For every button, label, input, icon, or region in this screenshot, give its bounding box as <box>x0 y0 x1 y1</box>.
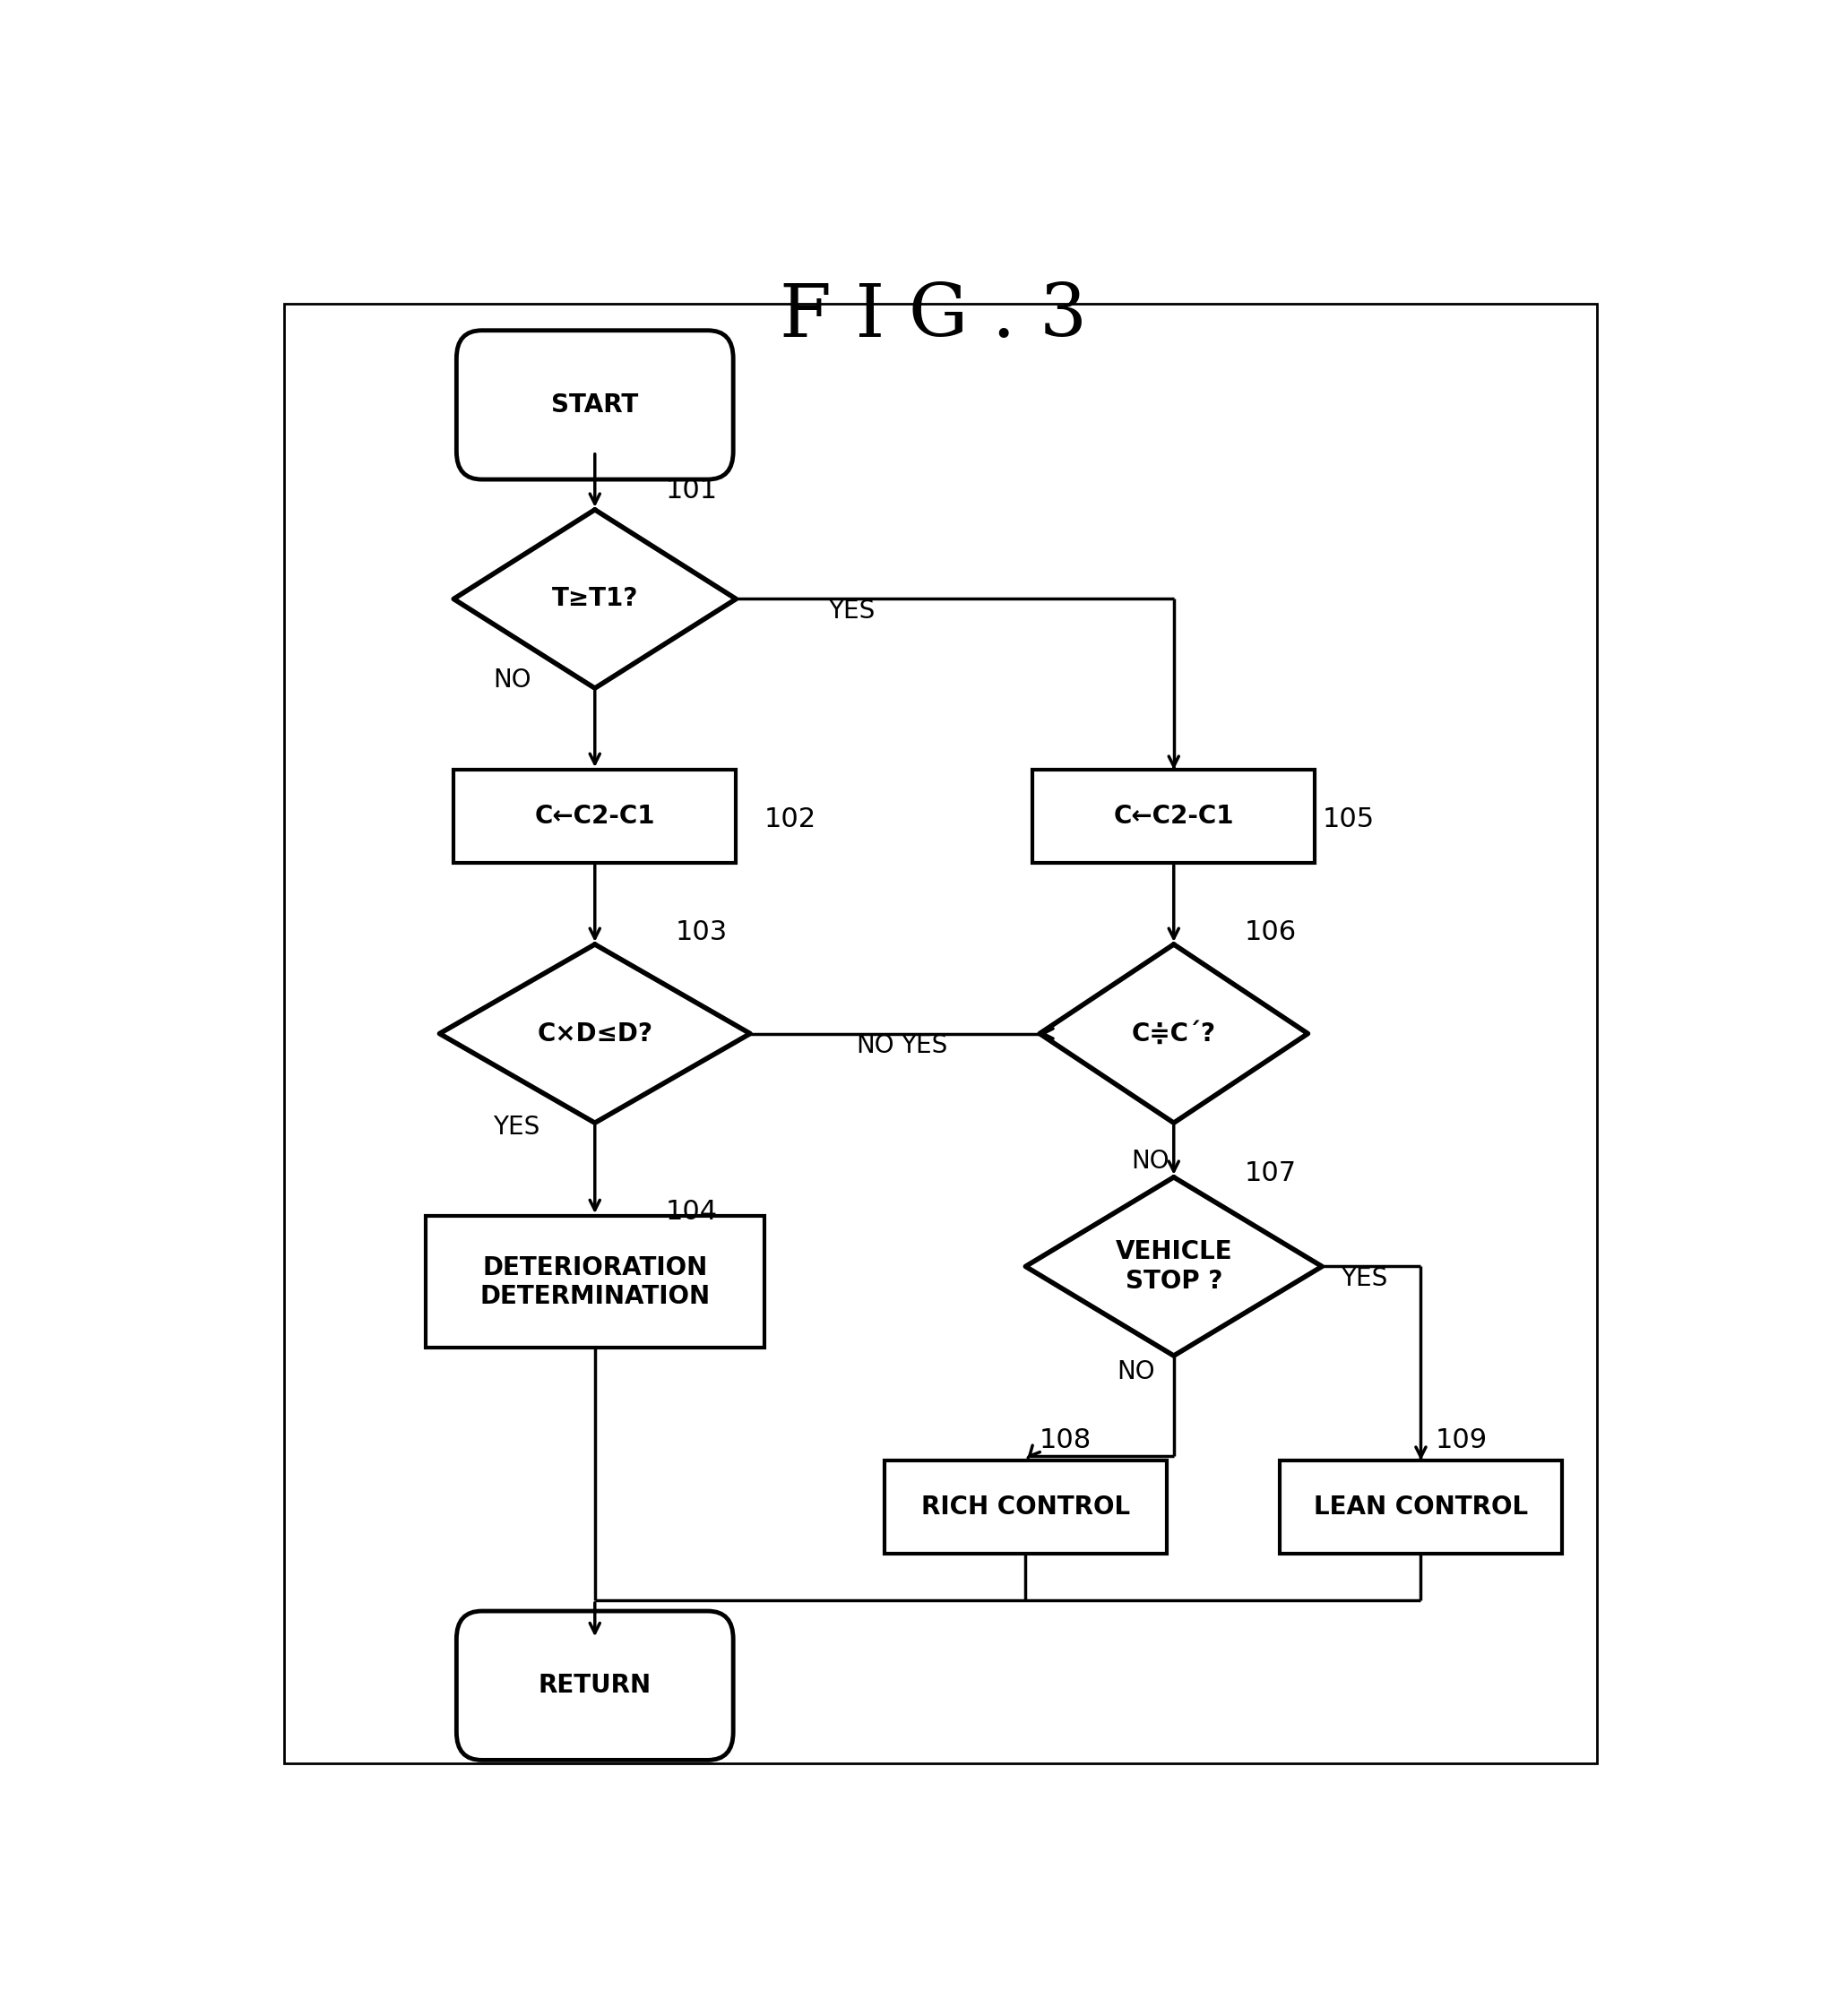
Text: 106: 106 <box>1244 919 1297 946</box>
Text: VEHICLE
STOP ?: VEHICLE STOP ? <box>1114 1240 1231 1294</box>
Polygon shape <box>439 943 750 1123</box>
Bar <box>1033 770 1315 863</box>
Text: 107: 107 <box>1244 1161 1297 1185</box>
Text: YES: YES <box>827 599 874 623</box>
FancyBboxPatch shape <box>457 1611 732 1760</box>
Text: F I G . 3: F I G . 3 <box>779 280 1087 353</box>
Polygon shape <box>453 510 736 687</box>
Text: C×D≤D?: C×D≤D? <box>537 1020 652 1046</box>
Text: C≑C´?: C≑C´? <box>1131 1020 1215 1046</box>
Polygon shape <box>1025 1177 1322 1355</box>
Text: 101: 101 <box>665 478 717 504</box>
Text: YES: YES <box>1340 1266 1386 1292</box>
Text: C←C2-C1: C←C2-C1 <box>1113 804 1233 829</box>
Bar <box>453 770 736 863</box>
Text: NO: NO <box>1131 1149 1169 1173</box>
Polygon shape <box>1040 943 1307 1123</box>
FancyBboxPatch shape <box>457 331 732 480</box>
Text: RETURN: RETURN <box>537 1673 652 1697</box>
Text: 104: 104 <box>665 1200 717 1226</box>
Text: 108: 108 <box>1040 1427 1091 1454</box>
Text: 109: 109 <box>1435 1427 1486 1454</box>
Bar <box>426 1216 765 1349</box>
Text: START: START <box>552 393 637 417</box>
Text: NO: NO <box>856 1034 894 1058</box>
Text: DETERIORATION
DETERMINATION: DETERIORATION DETERMINATION <box>479 1254 710 1308</box>
Text: RICH CONTROL: RICH CONTROL <box>921 1494 1129 1520</box>
Text: C←C2-C1: C←C2-C1 <box>534 804 656 829</box>
Text: 102: 102 <box>765 806 816 833</box>
Bar <box>883 1460 1165 1554</box>
Text: T≥T1?: T≥T1? <box>552 587 637 611</box>
Bar <box>1278 1460 1561 1554</box>
Text: 105: 105 <box>1322 806 1373 833</box>
Text: YES: YES <box>901 1034 947 1058</box>
Text: NO: NO <box>1116 1359 1155 1385</box>
Text: NO: NO <box>493 667 532 691</box>
Text: 103: 103 <box>676 919 727 946</box>
Text: LEAN CONTROL: LEAN CONTROL <box>1313 1494 1528 1520</box>
Text: YES: YES <box>493 1115 539 1139</box>
